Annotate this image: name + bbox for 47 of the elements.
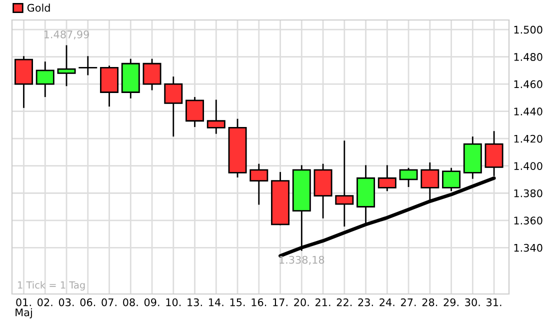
x-tick-label: 21. <box>316 298 330 306</box>
candlestick <box>142 58 162 90</box>
x-tick-label: 15. <box>230 298 245 306</box>
x-tick-label: 09. <box>144 298 160 306</box>
candlestick <box>164 76 183 137</box>
x-tick-label: 10. <box>166 298 181 306</box>
candlestick <box>399 168 418 188</box>
candlestick <box>57 45 76 86</box>
x-tick-label: 13. <box>188 298 202 306</box>
candlestick <box>36 62 54 98</box>
x-tick-label: 22. <box>336 298 352 306</box>
x-tick-label: 08. <box>123 298 138 306</box>
x-tick-label: 16. <box>252 298 266 306</box>
y-tick-label: 1.360 <box>514 216 542 224</box>
annotation: 1.487,99 <box>44 30 89 40</box>
x-tick-label: 06. <box>80 298 96 306</box>
x-tick-label: 23. <box>358 298 373 306</box>
x-tick-label: 17. <box>273 298 288 306</box>
x-tick-label: 07. <box>102 298 116 306</box>
annotation: 1 Tick = 1 Tag <box>18 281 85 291</box>
y-tick-label: 1.440 <box>514 108 542 116</box>
x-tick-label: 03. <box>58 298 74 306</box>
candlestick <box>250 164 268 205</box>
y-tick-label: 1.380 <box>514 189 542 198</box>
x-tick-label: 28. <box>422 298 438 306</box>
x-tick-label: 31. <box>486 298 502 306</box>
candlestick <box>78 56 98 76</box>
y-tick-label: 1.400 <box>514 162 542 170</box>
x-tick-label: 30. <box>465 298 480 306</box>
annotation: 1.338,18 <box>280 256 324 265</box>
x-tick-label: 29. <box>444 298 458 306</box>
x-tick-label: 24. <box>380 298 394 306</box>
y-tick-label: 1.460 <box>514 80 542 88</box>
x-tick-label: 01. Maj <box>16 298 32 318</box>
y-tick-label: 1.500 <box>514 26 542 34</box>
x-tick-label: 20. <box>294 298 309 306</box>
legend-label: Gold <box>27 4 50 12</box>
candlestick <box>206 100 226 134</box>
y-tick-label: 1.420 <box>514 134 542 143</box>
y-tick-label: 1.340 <box>514 244 542 252</box>
x-tick-label: 14. <box>209 298 224 306</box>
x-tick-label: 27. <box>401 298 416 306</box>
x-tick-label: 02. <box>38 298 52 306</box>
y-tick-label: 1.480 <box>514 53 542 61</box>
candlestick <box>335 140 354 227</box>
candlestick <box>378 165 396 192</box>
candlestick <box>186 97 204 128</box>
